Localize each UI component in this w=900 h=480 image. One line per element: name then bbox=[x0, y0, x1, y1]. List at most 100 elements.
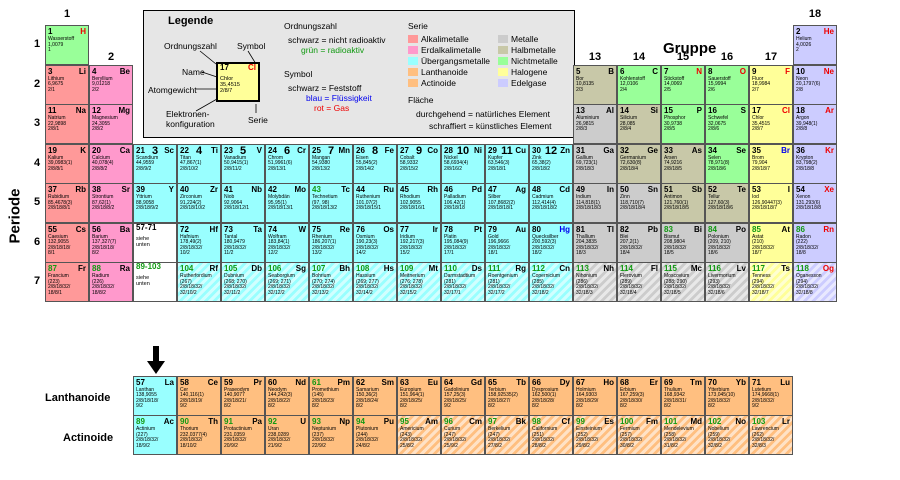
element-symbol: Au bbox=[515, 224, 526, 234]
element-Os: 76 Os Osmium 190,23(3) 2/8/18/32/14/2 bbox=[353, 222, 397, 263]
electron-config: 2/1 bbox=[48, 86, 55, 93]
atomic-number: 94 bbox=[356, 417, 365, 426]
electron-config: 2/8/18/32/ bbox=[224, 284, 247, 291]
atomic-mass: 162,500(1) bbox=[532, 392, 557, 399]
element-symbol: Pu bbox=[383, 417, 394, 426]
element-name: Hassium bbox=[356, 273, 376, 279]
legend-swatch-noble bbox=[498, 79, 508, 87]
element-Es: 99 Es Einsteinium (252) 2/8/18/32/29/8/2 bbox=[573, 415, 617, 455]
element-N: 7 N Stickstoff 14,0069 2/5 bbox=[661, 64, 705, 105]
group-label-12: 12 bbox=[544, 145, 558, 157]
element-Bk: 97 Bk Berkelium (247) 2/8/18/32/27/8/2 bbox=[485, 415, 529, 455]
atomic-number: 116 bbox=[708, 264, 721, 273]
sym-blue: blau = Flüssigkeit bbox=[306, 93, 372, 103]
element-Ge: 32 Ge Germanium 72,630(8) 2/8/18/4 bbox=[617, 143, 661, 184]
element-symbol: Db bbox=[251, 264, 262, 273]
legend-label-name: Name bbox=[182, 67, 205, 77]
element-Fe: 26 Fe Eisen 55,845(2) 2/8/14/2 bbox=[353, 143, 397, 184]
element-symbol: Am bbox=[425, 417, 438, 426]
atomic-mass: 118,710(7) bbox=[620, 199, 644, 206]
element-Ce: 58 Ce Cer 140,116(1) 2/8/18/19/9/2 bbox=[177, 375, 221, 416]
element-Lu: 71 Lu Lutetium 174,9668(1) 2/8/18/32/9/2 bbox=[749, 375, 793, 416]
legend-label-atomgewicht: Atomgewicht bbox=[148, 85, 197, 95]
electron-config: 2/8/18/16/1 bbox=[400, 205, 426, 212]
element-H: 1 H Wasserstoff 1,0079 1 bbox=[45, 25, 89, 65]
atomic-number: 44 bbox=[356, 185, 365, 194]
element-symbol: Ta bbox=[253, 224, 262, 234]
element-symbol: Si bbox=[650, 106, 658, 115]
legend-series-alkaline: Erdalkalimetalle bbox=[421, 45, 481, 55]
element-symbol: Xe bbox=[824, 185, 834, 194]
element-symbol: Rg bbox=[515, 264, 526, 273]
electron-config: 2/8/18/18/ bbox=[48, 244, 71, 251]
electron-config: 2/8/7 bbox=[752, 126, 764, 133]
atomic-number: 58 bbox=[180, 377, 189, 387]
electron-config-cont: 32/8/3 bbox=[752, 442, 766, 449]
element-name: Roentgenium bbox=[488, 273, 518, 279]
element-symbol: Fl bbox=[650, 264, 658, 273]
atomic-mass: 47,867(1) bbox=[180, 160, 202, 167]
atomic-mass: 107,8682(2) bbox=[488, 199, 515, 206]
element-symbol: Sn bbox=[647, 185, 658, 194]
atomic-mass: 140,116(1) bbox=[180, 392, 204, 399]
atomic-mass: 132,9055 bbox=[48, 239, 69, 246]
element-symbol: Se bbox=[736, 145, 746, 155]
element-symbol: O bbox=[739, 66, 746, 76]
legend-series-halogen: Halogene bbox=[511, 67, 548, 77]
electron-config-cont: 8/1 bbox=[48, 250, 55, 257]
atomic-mass: (288; 290) bbox=[664, 278, 687, 285]
atomic-number: 97 bbox=[488, 417, 497, 426]
atomic-mass: (97, 98) bbox=[312, 199, 330, 206]
element-name: Stickstoff bbox=[664, 75, 685, 82]
atomic-mass: 92,9064 bbox=[224, 199, 243, 206]
atomic-mass: (247) bbox=[488, 431, 500, 438]
element-name: Kupfer bbox=[488, 154, 503, 161]
element-Li: 3 Li Lithium 6,9675 2/1 bbox=[45, 64, 89, 105]
element-In: 49 In Indium 114,818(1) 2/8/18/18/3 bbox=[573, 183, 617, 223]
element-name: Thorium bbox=[180, 426, 199, 432]
electron-config: 2/8/18/18/7 bbox=[752, 205, 778, 212]
electron-config: 2/8/18/32/ bbox=[576, 244, 599, 251]
legend-series-metalloid: Halbmetalle bbox=[511, 45, 556, 55]
electron-config: 2/8/1 bbox=[48, 126, 60, 133]
element-Rg: 111 Rg Roentgenium (281) 2/8/18/32/32/17/2 bbox=[485, 262, 529, 302]
element-Tb: 65 Tb Terbium 158,92535(2) 2/8/18/27/8/2 bbox=[485, 375, 529, 416]
element-name: Copernicium bbox=[532, 273, 561, 279]
element-Au: 79 Au Gold 196,9666 2/8/18/32/18/1 bbox=[485, 222, 529, 263]
atomic-number: 89 bbox=[136, 417, 145, 426]
element-name: Nihonium bbox=[576, 273, 598, 279]
element-Ti: 22 Ti Titan 47,867(1) 2/8/10/2 bbox=[177, 143, 221, 184]
atomic-number: 78 bbox=[444, 224, 453, 234]
electron-config: 2/8/18/32/ bbox=[488, 437, 511, 444]
oz-title: Ordnungszahl bbox=[284, 21, 337, 31]
legend-label-serie: Serie bbox=[248, 115, 268, 125]
atomic-mass: 4,0026 bbox=[796, 41, 812, 48]
element-Ra: 88 Ra Radium (226) 2/8/18/32/18/8/2 bbox=[89, 262, 133, 302]
element-Hg: 80 Hg Quecksilber 200,592(3) 2/8/18/32/18/2 bbox=[529, 222, 573, 263]
atomic-mass: (145) bbox=[312, 392, 324, 399]
atomic-mass: 158,92535(2) bbox=[488, 392, 518, 399]
atomic-mass: 204,3835 bbox=[576, 239, 597, 246]
element-symbol: As bbox=[691, 145, 702, 155]
element-name: Helium bbox=[796, 36, 812, 42]
element-Hs: 108 Hs Hassium (269; 277) 2/8/18/32/32/14/2 bbox=[353, 262, 397, 302]
element-symbol: Og bbox=[822, 264, 834, 273]
element-Cs: 55 Cs Caesium 132,9055 2/8/18/18/8/1 bbox=[45, 222, 89, 263]
atomic-mass: 39,0983(1) bbox=[48, 160, 73, 167]
electron-config-cont: 25/9/2 bbox=[444, 442, 458, 449]
electron-config: 2/8/18/32/ bbox=[752, 244, 775, 251]
atomic-number: 13 bbox=[576, 106, 585, 115]
element-symbol: Rn bbox=[823, 224, 834, 234]
electron-config-cont: 8/2 bbox=[356, 403, 363, 410]
electron-config: 2/8/18/32/ bbox=[444, 244, 467, 251]
element-Co: 27 Co Cobalt 58,9332 2/8/15/2 bbox=[397, 143, 441, 184]
atomic-number: 20 bbox=[92, 145, 101, 155]
element-symbol: Sm bbox=[381, 377, 394, 387]
atomic-number: 108 bbox=[356, 264, 370, 273]
atomic-mass: (262) bbox=[752, 431, 764, 438]
electron-config: 2/8/18/32/ bbox=[620, 244, 643, 251]
atomic-mass: 12,0106 bbox=[620, 81, 639, 88]
element-Na: 11 Na Natrium 22,9898 2/8/1 bbox=[45, 104, 89, 144]
electron-config-cont: 10/2 bbox=[180, 250, 190, 257]
electron-config: 2/8/18/32/ bbox=[708, 437, 731, 444]
